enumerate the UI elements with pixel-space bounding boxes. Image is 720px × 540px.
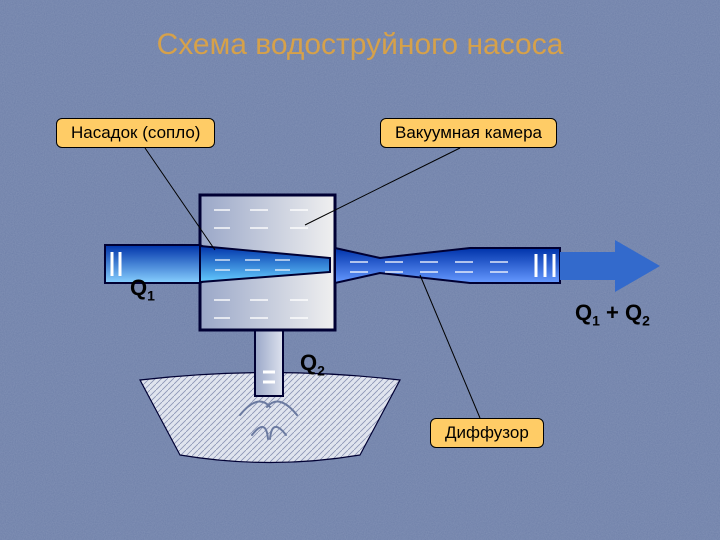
output-arrow <box>560 240 660 292</box>
callout-diffuser: Диффузор <box>430 418 544 448</box>
riser-pipe <box>255 330 283 396</box>
pump-diagram <box>0 0 720 540</box>
label-qout: Q1 + Q2 <box>575 300 650 328</box>
callout-nozzle: Насадок (сопло) <box>56 118 215 148</box>
diffuser-pipe <box>335 248 560 283</box>
label-q2: Q2 <box>300 350 325 378</box>
diagram-title: Схема водоструйного насоса <box>0 28 720 62</box>
label-q1: Q1 <box>130 275 155 303</box>
callout-vacuum: Вакуумная камера <box>380 118 557 148</box>
